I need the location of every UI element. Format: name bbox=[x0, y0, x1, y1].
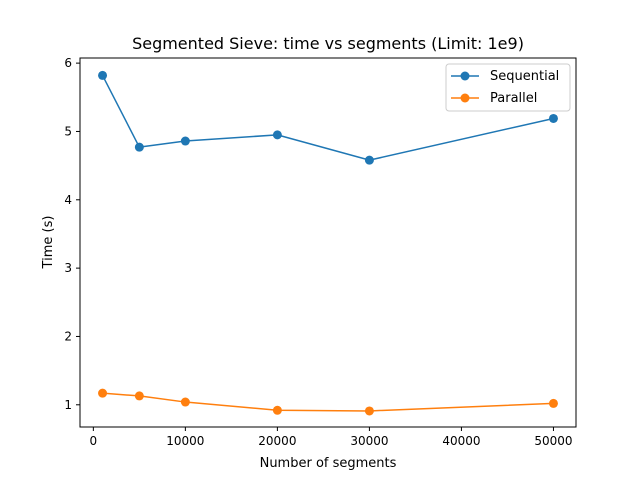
y-tick-label: 1 bbox=[64, 398, 72, 412]
data-point-sequential bbox=[134, 142, 144, 152]
series-line-parallel bbox=[102, 392, 554, 412]
x-tick-label: 0 bbox=[90, 434, 98, 448]
legend-label-parallel: Parallel bbox=[490, 91, 537, 106]
x-tick-label: 10000 bbox=[166, 434, 204, 448]
data-point-parallel bbox=[272, 405, 282, 415]
y-tick-label: 6 bbox=[64, 56, 72, 70]
axis-ticks: 0 10000 20000 30000 40000 50000 1 2 3 4 5 6 bbox=[64, 56, 572, 448]
x-tick-label: 40000 bbox=[442, 434, 480, 448]
data-point-sequential bbox=[272, 130, 282, 140]
chart-title: Segmented Sieve: time vs segments (Limit… bbox=[132, 34, 524, 53]
data-point-parallel bbox=[548, 398, 558, 408]
data-point-sequential bbox=[548, 113, 558, 123]
y-tick-label: 4 bbox=[64, 193, 72, 207]
series-line-sequential bbox=[101, 75, 554, 161]
x-tick-label: 30000 bbox=[350, 434, 388, 448]
y-tick-label: 3 bbox=[64, 261, 72, 275]
data-series bbox=[98, 70, 558, 416]
legend-label-sequential: Sequential bbox=[490, 69, 559, 84]
data-point-sequential bbox=[364, 155, 374, 165]
legend: Sequential Parallel bbox=[445, 63, 571, 112]
legend-marker-parallel bbox=[460, 93, 470, 103]
y-tick-label: 5 bbox=[64, 124, 72, 138]
x-tick-label: 50000 bbox=[534, 434, 572, 448]
data-point-sequential bbox=[98, 70, 108, 80]
legend-marker-sequential bbox=[460, 71, 470, 81]
y-axis-label: Time (s) bbox=[41, 216, 56, 270]
x-axis-label: Number of segments bbox=[260, 456, 397, 471]
plot-area-frame bbox=[79, 57, 577, 428]
data-point-parallel bbox=[98, 388, 108, 398]
data-point-parallel bbox=[180, 397, 190, 407]
x-tick-label: 20000 bbox=[258, 434, 296, 448]
y-tick-label: 2 bbox=[64, 329, 72, 343]
data-point-parallel bbox=[364, 406, 374, 416]
data-point-sequential bbox=[180, 136, 190, 146]
data-point-parallel bbox=[134, 391, 144, 401]
